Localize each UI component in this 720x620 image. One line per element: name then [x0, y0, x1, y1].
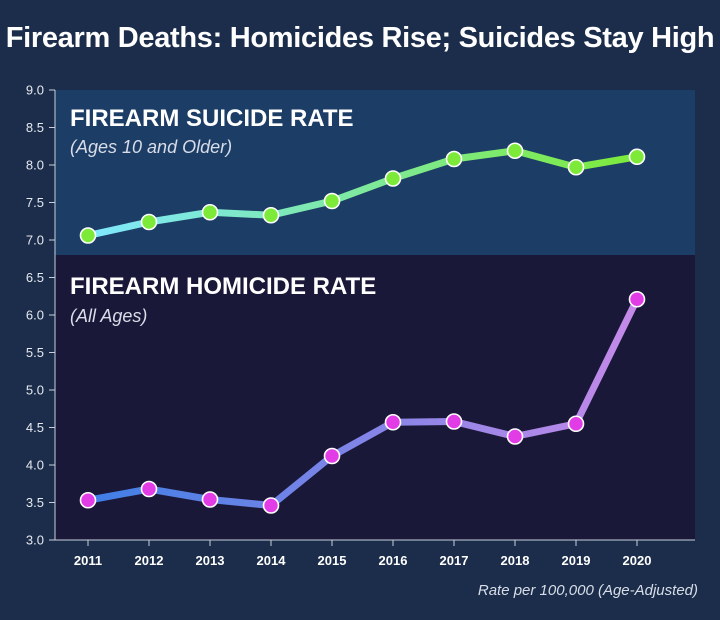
y-tick-label: 8.5: [26, 120, 44, 135]
suicide-data-point-2020: [628, 148, 646, 166]
suicide-series-line: [84, 147, 641, 239]
suicide-data-point-2015: [323, 192, 341, 210]
suicide-series-subtitle: (Ages 10 and Older): [70, 137, 232, 157]
suicide-data-point-2014: [262, 206, 280, 224]
homicide-data-point-2018: [506, 428, 524, 445]
suicide-data-point-2013: [201, 203, 219, 221]
homicide-data-point-2019: [567, 415, 585, 433]
homicide-data-point-2020: [628, 290, 646, 308]
x-axis: 2011 2012 2013 2014 2015 2016 2017 2018 2019 2020: [55, 539, 695, 568]
homicide-data-point-2015: [323, 447, 341, 465]
homicide-series: [79, 290, 646, 514]
homicide-data-point-2011: [79, 491, 97, 509]
x-tick-label: 2020: [623, 553, 652, 568]
homicide-data-point-2014: [262, 497, 280, 514]
homicide-data-point-2012: [140, 480, 158, 498]
homicide-data-point-2017: [445, 413, 463, 430]
y-tick-label: 5.0: [26, 383, 44, 398]
series-layer: [79, 142, 646, 514]
chart-title: Firearm Deaths: Homicides Rise; Suicides…: [5, 22, 715, 54]
suicide-data-point-2012: [140, 213, 158, 231]
x-tick-label: 2013: [196, 553, 225, 568]
y-axis: 3.0 3.5 4.0 4.5 5.0 5.5 6.0 6.5 7.0 7.5 8.0 8.5 9.0: [26, 83, 56, 548]
homicide-series-subtitle: (All Ages): [70, 306, 147, 326]
y-tick-label: 5.5: [26, 345, 44, 360]
x-tick-label: 2014: [257, 553, 287, 568]
y-tick-label: 8.0: [26, 158, 44, 173]
suicide-data-point-2011: [79, 227, 97, 244]
y-tick-label: 3.0: [26, 533, 44, 548]
x-tick-label: 2015: [318, 553, 347, 568]
x-tick-label: 2012: [135, 553, 164, 568]
homicide-series-title: FIREARM HOMICIDE RATE: [70, 273, 376, 300]
x-tick-label: 2017: [440, 553, 469, 568]
homicide-series-line: [84, 295, 641, 509]
suicide-series-title: FIREARM SUICIDE RATE: [70, 105, 354, 132]
y-tick-label: 4.5: [26, 420, 44, 435]
homicide-data-point-2016: [384, 413, 402, 431]
footnote: Rate per 100,000 (Age-Adjusted): [477, 582, 698, 599]
suicide-data-point-2016: [384, 170, 402, 187]
y-tick-label: 9.0: [26, 83, 44, 98]
suicide-series: [79, 142, 646, 244]
y-tick-label: 4.0: [26, 458, 44, 473]
y-tick-label: 7.0: [26, 233, 44, 248]
suicide-data-point-2018: [506, 142, 524, 160]
suicide-data-point-2017: [445, 150, 463, 168]
x-tick-label: 2011: [74, 553, 102, 568]
homicide-data-point-2013: [201, 491, 219, 508]
x-tick-label: 2019: [562, 553, 591, 568]
suicide-data-point-2019: [567, 158, 585, 176]
y-tick-label: 7.5: [26, 195, 44, 210]
x-tick-label: 2016: [379, 553, 408, 568]
y-tick-label: 6.0: [26, 308, 44, 323]
x-tick-label: 2018: [501, 553, 530, 568]
y-tick-label: 3.5: [26, 495, 44, 510]
suicide-panel-background: [55, 90, 695, 255]
y-tick-label: 6.5: [26, 270, 44, 285]
